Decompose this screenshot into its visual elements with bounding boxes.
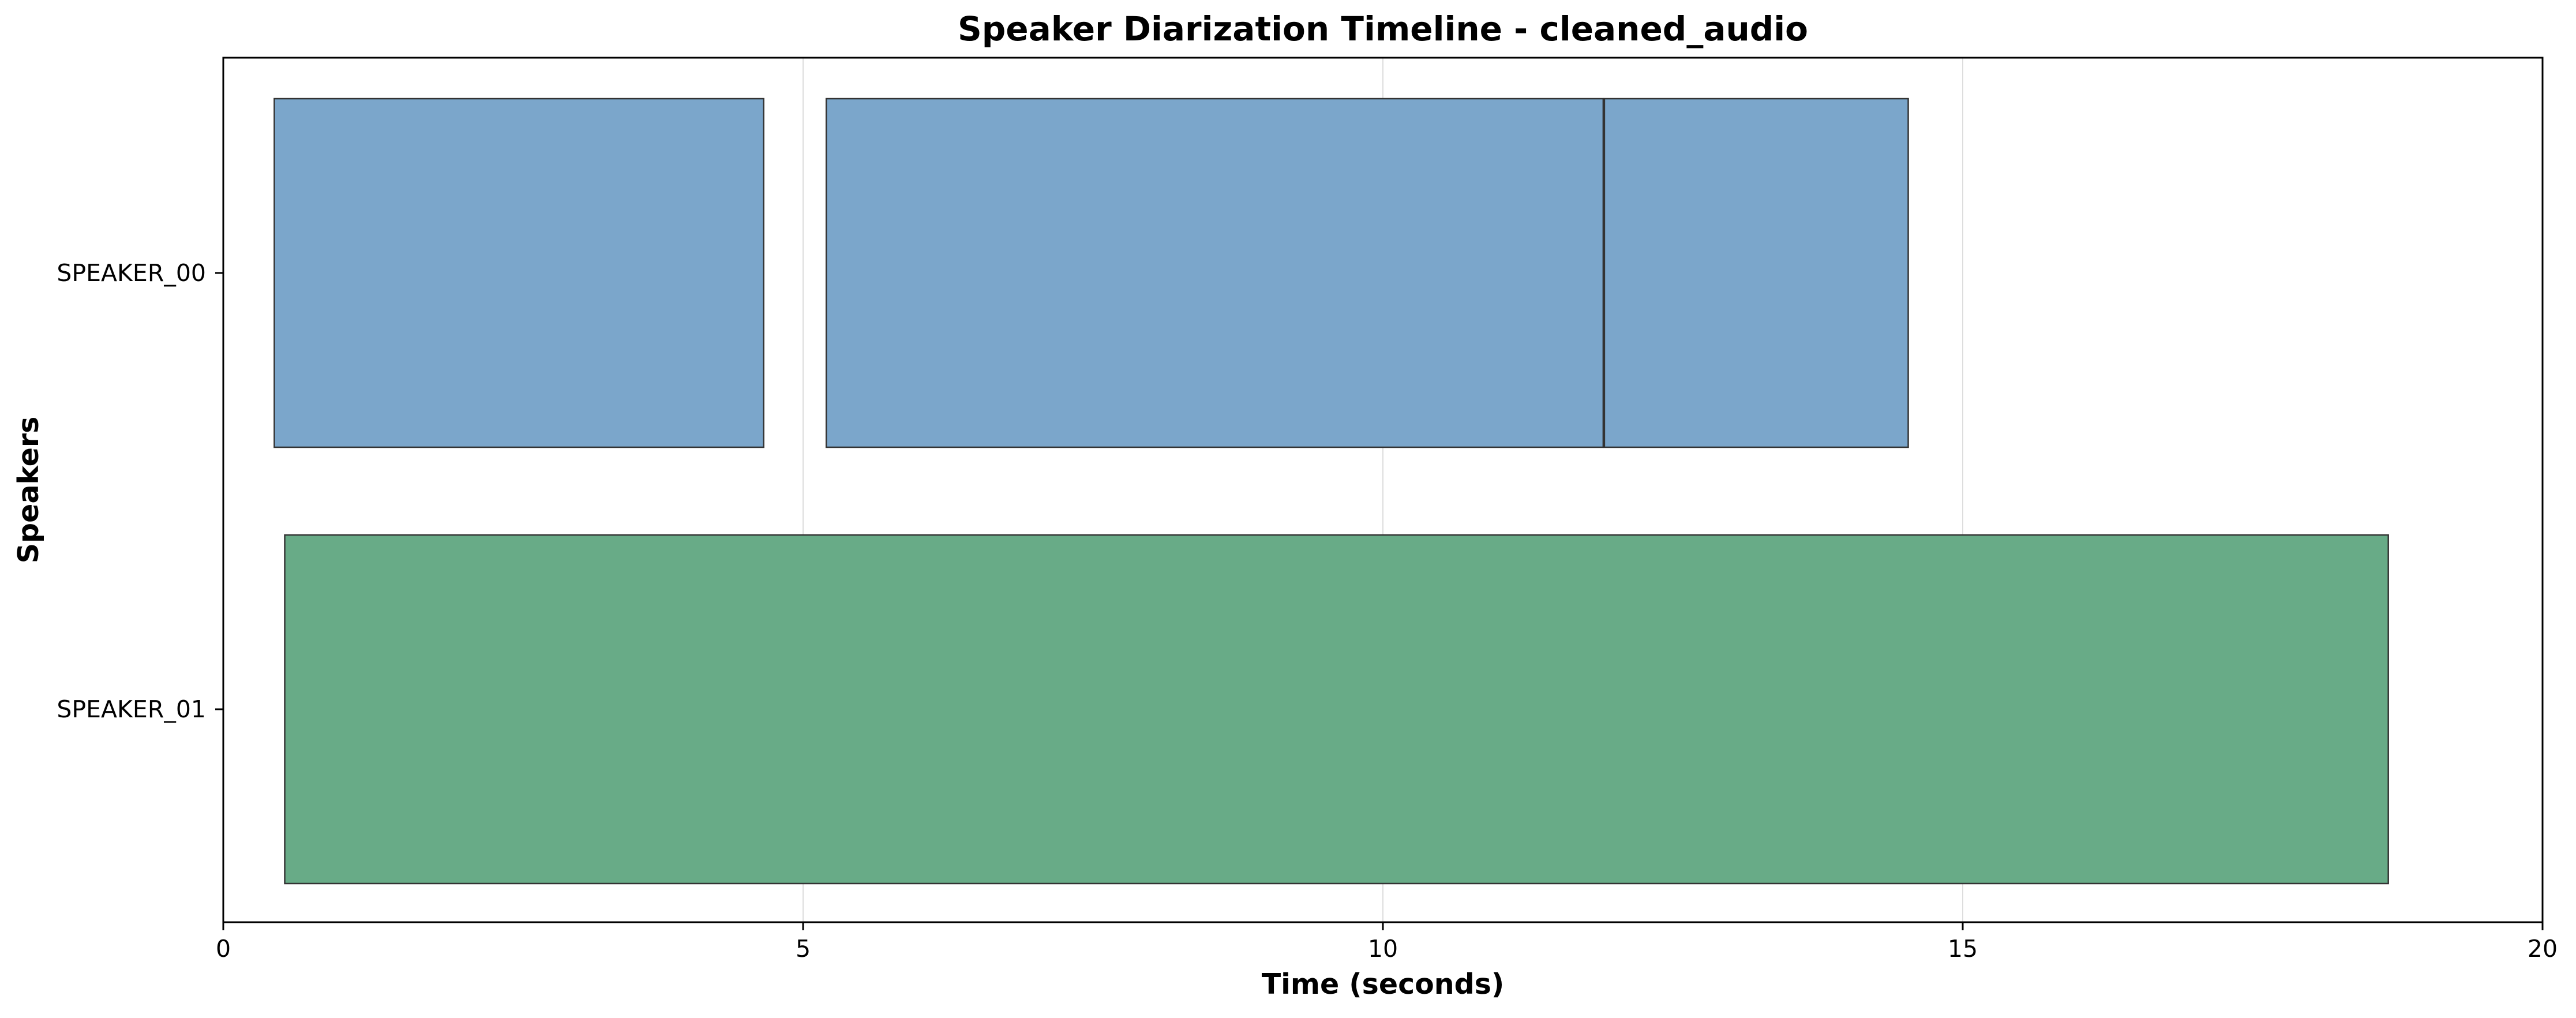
y-tick-label: SPEAKER_01 xyxy=(57,695,206,723)
y-tick-label: SPEAKER_00 xyxy=(57,259,206,287)
x-axis-ticks: 0 5 10 15 20 xyxy=(216,922,2558,963)
speaker-segment-bar xyxy=(1603,98,1909,448)
x-tick-label: 0 xyxy=(216,935,231,963)
chart-title: Speaker Diarization Timeline - cleaned_a… xyxy=(958,9,1808,48)
x-axis-label: Time (seconds) xyxy=(1262,968,1505,1001)
speaker-segment-bar xyxy=(284,534,2389,885)
speaker-segment-bar xyxy=(825,98,1604,448)
x-tick-label: 5 xyxy=(796,935,811,963)
y-axis-label: Speakers xyxy=(12,417,45,564)
y-axis-ticks: SPEAKER_00 SPEAKER_01 xyxy=(57,259,223,723)
x-tick-label: 10 xyxy=(1368,935,1398,963)
speaker-segment-bar xyxy=(273,98,764,448)
x-tick-label: 15 xyxy=(1948,935,1978,963)
x-tick-label: 20 xyxy=(2528,935,2558,963)
speaker-segments xyxy=(273,98,2389,885)
